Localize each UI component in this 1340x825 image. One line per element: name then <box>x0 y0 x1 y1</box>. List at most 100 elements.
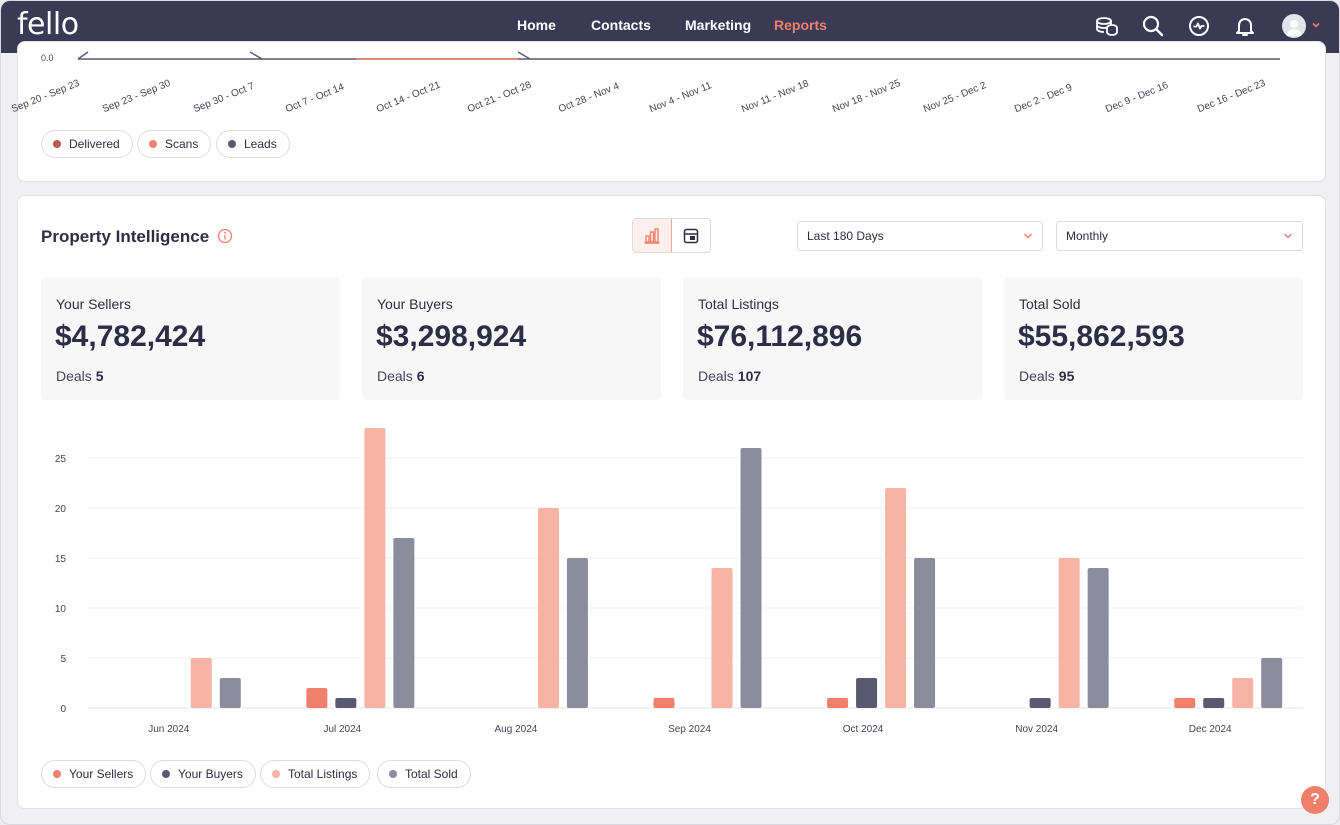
week-label: Nov 11 - Nov 18 <box>739 78 811 116</box>
engagement-chart-card: 0.0 Sep 20 - Sep 23 Sep 23 - Sep 30 Sep 30… <box>10 41 1326 182</box>
stat-deals: Deals 5 <box>56 368 104 384</box>
y-tick-label: 15 <box>55 554 67 565</box>
x-tick-label: Jun 2024 <box>148 724 190 735</box>
bar <box>364 428 386 708</box>
week-label: Sep 20 - Sep 23 <box>10 77 82 116</box>
stat-label: Your Buyers <box>377 296 453 312</box>
legend-dot <box>53 140 61 148</box>
fello-logo[interactable]: fello <box>17 7 79 42</box>
week-label: Sep 23 - Sep 30 <box>101 77 173 116</box>
bar-chart-icon <box>644 227 660 244</box>
date-range-value: Last 180 Days <box>807 229 884 243</box>
property-intelligence-card: Property Intelligence <box>17 195 1326 809</box>
bar <box>1174 698 1196 708</box>
bar <box>856 678 878 708</box>
x-tick-label: Oct 2024 <box>843 724 884 735</box>
week-label: Oct 7 - Oct 14 <box>283 81 346 116</box>
bar <box>827 698 849 708</box>
interval-value: Monthly <box>1066 229 1109 243</box>
legend-label: Total Sold <box>405 767 458 781</box>
nav-contacts[interactable]: Contacts <box>591 17 651 33</box>
property-bar-chart: 0 5 10 15 20 25 Jun 2024 Jul 2024 Aug 2024 Sep 20… <box>55 428 1303 735</box>
week-label: Oct 28 - Nov 4 <box>557 80 622 116</box>
chart-view-button[interactable] <box>633 219 672 252</box>
chevron-down-icon[interactable] <box>1311 20 1321 30</box>
week-label: Dec 9 - Dec 16 <box>1104 80 1171 116</box>
table-view-button[interactable] <box>672 219 711 252</box>
deals-count: 95 <box>1058 368 1075 384</box>
week-label: Nov 18 - Nov 25 <box>830 77 902 116</box>
deals-count: 5 <box>95 368 104 384</box>
stat-deals: Deals 6 <box>377 368 425 384</box>
bar <box>1087 568 1109 708</box>
week-label: Oct 21 - Oct 28 <box>466 79 533 116</box>
table-icon <box>683 228 698 243</box>
info-icon[interactable] <box>217 228 233 244</box>
legend-total-listings[interactable]: Total Listings <box>260 760 371 788</box>
deals-label: Deals <box>698 368 734 384</box>
y-tick-label: 10 <box>55 604 67 615</box>
legend-scans[interactable]: Scans <box>137 130 212 158</box>
stat-card-sellers: Your Sellers $4,782,424 Deals 5 <box>41 278 340 400</box>
week-label: Dec 16 - Dec 23 <box>1195 77 1267 116</box>
nav-marketing[interactable]: Marketing <box>685 17 752 33</box>
bar <box>537 508 559 708</box>
activity-icon[interactable] <box>1187 14 1211 38</box>
stat-deals: Deals 107 <box>698 368 761 384</box>
stat-label: Total Sold <box>1019 296 1081 312</box>
bar <box>1058 558 1080 708</box>
bar <box>335 698 357 708</box>
deals-count: 107 <box>737 368 762 384</box>
bar <box>1232 678 1254 708</box>
stat-value: $76,112,896 <box>697 320 863 353</box>
legend-your-sellers[interactable]: Your Sellers <box>41 760 147 788</box>
legend-delivered[interactable]: Delivered <box>41 130 133 158</box>
date-range-select[interactable]: Last 180 Days <box>797 221 1043 251</box>
nav-home[interactable]: Home <box>517 17 556 33</box>
legend-total-sold[interactable]: Total Sold <box>377 760 471 788</box>
view-toggle <box>632 218 711 253</box>
deals-count: 6 <box>416 368 425 384</box>
help-button[interactable]: ? <box>1301 786 1329 814</box>
legend-label: Your Buyers <box>178 767 243 781</box>
legend-label: Your Sellers <box>69 767 134 781</box>
y-tick-label: 20 <box>55 504 67 515</box>
x-tick-label: Aug 2024 <box>495 724 538 735</box>
coins-icon[interactable] <box>1094 14 1118 38</box>
legend-dot <box>162 770 170 778</box>
deals-label: Deals <box>377 368 413 384</box>
bar <box>653 698 675 708</box>
legend-label: Total Listings <box>288 767 358 781</box>
stat-label: Your Sellers <box>56 296 131 312</box>
bar <box>914 558 936 708</box>
bar <box>306 688 328 708</box>
chevron-down-icon <box>1283 233 1293 239</box>
stat-card-listings: Total Listings $76,112,896 Deals 107 <box>683 278 982 400</box>
stat-card-sold: Total Sold $55,862,593 Deals 95 <box>1004 278 1303 400</box>
bar <box>885 488 907 708</box>
x-tick-label: Dec 2024 <box>1189 724 1232 735</box>
bar <box>393 538 415 708</box>
legend-leads[interactable]: Leads <box>216 130 290 158</box>
interval-select[interactable]: Monthly <box>1056 221 1303 251</box>
search-icon[interactable] <box>1141 14 1165 38</box>
bar <box>740 448 762 708</box>
deals-label: Deals <box>1019 368 1055 384</box>
legend-label: Scans <box>165 137 199 151</box>
week-label: Nov 4 - Nov 11 <box>648 80 714 116</box>
stat-value: $55,862,593 <box>1018 320 1185 353</box>
bar <box>1029 698 1051 708</box>
legend-dot <box>228 140 236 148</box>
bar <box>711 568 733 708</box>
avatar[interactable] <box>1282 14 1306 38</box>
engagement-chart-baseline <box>77 51 1280 60</box>
legend-dot <box>149 140 157 148</box>
deals-label: Deals <box>56 368 92 384</box>
legend-your-buyers[interactable]: Your Buyers <box>150 760 256 788</box>
x-tick-label: Sep 2024 <box>668 724 711 735</box>
stat-value: $3,298,924 <box>376 320 527 353</box>
bar <box>1203 698 1225 708</box>
page-title: Property Intelligence <box>41 227 210 246</box>
bell-icon[interactable] <box>1233 14 1257 38</box>
